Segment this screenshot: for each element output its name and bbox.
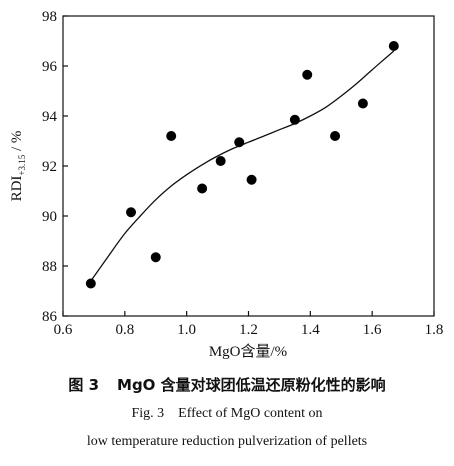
data-point — [150, 252, 161, 263]
caption-en-text-2: low temperature reduction pulverization … — [86, 434, 368, 449]
fit-curve — [90, 50, 395, 282]
data-point — [302, 69, 313, 80]
caption-cn-number: 图 3 — [68, 376, 100, 394]
scatter-chart: 0.6 0.8 1.0 1.2 1.4 1.6 1.8 86 88 90 92 94 96 98 MgO含… — [9, 9, 443, 360]
data-point — [289, 114, 300, 125]
data-point — [330, 131, 341, 141]
data-point — [166, 131, 177, 141]
axis-tick-labels: 0.6 0.8 1.0 1.2 1.4 1.6 1.8 86 88 90 92 94 96 98 — [42, 9, 443, 338]
y-tick-label: 92 — [42, 159, 57, 175]
x-tick-label: 1.2 — [239, 322, 258, 338]
caption-en-text-1: Effect of MgO content on — [178, 406, 323, 421]
data-point — [246, 174, 257, 185]
y-axis-label: RDI+3.15 / % — [9, 131, 27, 202]
y-axis-label-unit: / % — [9, 131, 25, 155]
caption-english-line1: Fig. 3 Effect of MgO content on — [0, 406, 454, 422]
caption-chinese: 图 3 MgO 含量对球团低温还原粉化性的影响 — [0, 374, 454, 395]
data-point — [126, 207, 137, 218]
y-axis-label-sub: +3.15 — [17, 154, 27, 175]
data-point — [388, 41, 399, 51]
y-tick-label: 86 — [42, 309, 58, 325]
x-tick-label: 1.4 — [301, 322, 320, 338]
y-tick-label: 90 — [42, 209, 57, 225]
data-point — [357, 98, 368, 109]
y-tick-label: 96 — [42, 59, 58, 75]
x-tick-label: 0.8 — [115, 322, 134, 338]
y-tick-label: 98 — [42, 9, 57, 25]
caption-en-number: Fig. 3 — [131, 406, 165, 421]
data-point — [197, 183, 208, 194]
data-point — [85, 278, 96, 289]
data-point — [215, 156, 226, 166]
data-point — [234, 137, 245, 148]
x-axis-label: MgO含量/% — [209, 343, 287, 360]
x-tick-label: 0.6 — [54, 322, 73, 338]
caption-english-line2: low temperature reduction pulverization … — [0, 434, 454, 450]
data-points — [85, 41, 399, 289]
y-axis-label-main: RDI — [9, 176, 25, 202]
x-tick-label: 1.8 — [425, 322, 444, 338]
caption-cn-text: MgO 含量对球团低温还原粉化性的影响 — [117, 376, 386, 394]
y-tick-label: 88 — [42, 259, 57, 275]
plot-frame — [62, 15, 435, 317]
axis-ticks — [62, 15, 435, 317]
x-tick-label: 1.6 — [363, 322, 382, 338]
y-tick-label: 94 — [42, 109, 58, 125]
x-tick-label: 1.0 — [177, 322, 196, 338]
